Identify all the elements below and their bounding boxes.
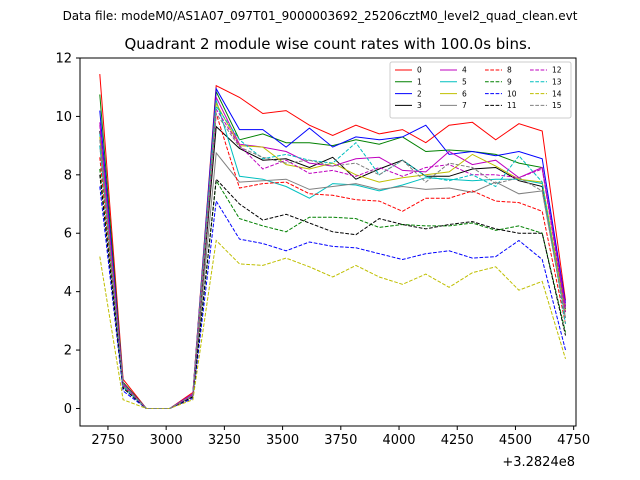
legend-label-13: 13 xyxy=(552,78,562,87)
plot-lines xyxy=(99,74,566,409)
legend-label-3: 3 xyxy=(417,101,422,110)
legend-label-6: 6 xyxy=(462,89,467,98)
plot-frame xyxy=(79,57,577,427)
x-axis: 2750 3000 3250 3500 3750 4000 4250 4500 4750 xyxy=(91,426,590,448)
chart-title: Quadrant 2 module wise count rates with … xyxy=(124,35,531,53)
series-line-13 xyxy=(99,104,566,409)
y-tick-label: 10 xyxy=(55,110,72,125)
x-tick-label: 3000 xyxy=(150,433,183,448)
legend-label-2: 2 xyxy=(417,89,422,98)
series-line-10 xyxy=(99,186,566,409)
legend-label-9: 9 xyxy=(507,78,512,87)
y-axis: 0 2 4 6 8 10 12 xyxy=(55,52,80,417)
series-line-6 xyxy=(99,101,566,409)
series-line-15 xyxy=(99,112,566,409)
legend-label-5: 5 xyxy=(462,78,467,87)
series-line-14 xyxy=(99,239,566,409)
legend-label-11: 11 xyxy=(507,101,517,110)
legend-label-0: 0 xyxy=(417,66,422,75)
x-tick-label: 4750 xyxy=(557,433,590,448)
y-tick-label: 12 xyxy=(55,52,72,67)
legend-box xyxy=(389,61,572,119)
series-line-4 xyxy=(99,95,566,409)
legend-label-10: 10 xyxy=(507,89,517,98)
legend-label-12: 12 xyxy=(552,66,562,75)
x-tick-label: 3500 xyxy=(266,433,299,448)
x-tick-label: 4000 xyxy=(382,433,415,448)
legend-label-7: 7 xyxy=(462,101,467,110)
y-tick-label: 2 xyxy=(64,344,72,359)
y-tick-label: 8 xyxy=(64,168,72,183)
x-tick-label: 4500 xyxy=(499,433,532,448)
series-line-11 xyxy=(99,174,566,409)
legend-label-1: 1 xyxy=(417,78,422,87)
x-tick-label: 3750 xyxy=(324,433,357,448)
x-tick-label: 2750 xyxy=(91,433,124,448)
series-line-12 xyxy=(99,107,566,409)
x-tick-label: 4250 xyxy=(441,433,474,448)
series-line-2 xyxy=(99,87,566,409)
y-tick-label: 4 xyxy=(64,285,72,300)
series-line-9 xyxy=(99,168,566,409)
legend-label-15: 15 xyxy=(552,101,562,110)
x-offset-label: +3.2824e8 xyxy=(502,455,575,470)
series-line-0 xyxy=(99,74,566,409)
y-tick-label: 0 xyxy=(64,402,72,417)
suptitle: Data file: modeM0/AS1A07_097T01_90000036… xyxy=(63,9,578,23)
x-tick-label: 3250 xyxy=(208,433,241,448)
legend-label-4: 4 xyxy=(462,66,467,75)
y-tick-label: 6 xyxy=(64,227,72,242)
series-line-3 xyxy=(99,125,566,409)
legend-label-14: 14 xyxy=(552,89,562,98)
legend-label-8: 8 xyxy=(507,66,512,75)
